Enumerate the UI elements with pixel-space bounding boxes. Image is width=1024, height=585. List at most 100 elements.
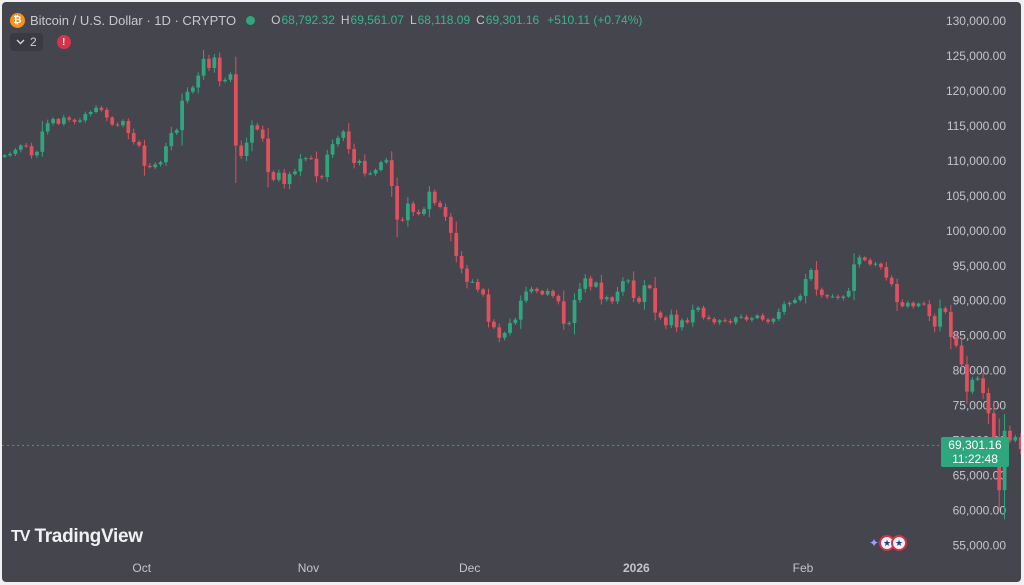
candle xyxy=(594,281,598,288)
candle-body xyxy=(271,172,276,180)
candle-body xyxy=(491,321,496,328)
candle-body xyxy=(986,393,991,414)
candle xyxy=(884,262,889,281)
tradingview-logo[interactable]: TV TradingView xyxy=(11,526,143,548)
candle xyxy=(680,318,684,331)
candle-body xyxy=(965,364,969,392)
candle-body xyxy=(604,297,609,300)
star-event-icon[interactable]: ✦ xyxy=(869,536,880,550)
indicators-toggle-button[interactable]: 2 xyxy=(10,33,43,51)
candle xyxy=(540,289,545,296)
candle-body xyxy=(922,303,926,305)
candle xyxy=(233,56,238,183)
candle-body xyxy=(610,297,615,302)
market-status-icon[interactable] xyxy=(246,15,256,25)
candle xyxy=(389,151,394,197)
candle xyxy=(319,174,324,180)
candle xyxy=(868,257,873,266)
candle-body xyxy=(755,315,760,319)
candle-body xyxy=(696,307,701,310)
candle xyxy=(121,119,125,128)
candle xyxy=(696,306,701,313)
candle xyxy=(255,122,260,131)
candle xyxy=(513,317,518,326)
candle xyxy=(427,186,432,218)
candle xyxy=(454,221,459,263)
last-price-badge: 69,301.16 11:22:48 xyxy=(941,437,1009,467)
candle xyxy=(604,295,609,302)
candle-body xyxy=(669,314,674,326)
candle xyxy=(346,122,351,154)
candle-body xyxy=(905,302,910,307)
events-markers[interactable]: ✦ ★ ★ xyxy=(869,535,908,551)
candle-body xyxy=(744,316,749,320)
candle xyxy=(551,289,555,298)
y-tick-label: 100,000.00 xyxy=(946,224,1006,238)
candle xyxy=(707,315,711,321)
candle xyxy=(395,177,399,238)
close-value: 69,301.16 xyxy=(485,13,540,27)
candle xyxy=(61,114,66,126)
bar-countdown: 11:22:48 xyxy=(952,452,998,466)
candle-body xyxy=(56,118,61,124)
candle-body xyxy=(298,158,303,172)
candle-body xyxy=(260,129,265,139)
symbol-header: ₿ Bitcoin / U.S. Dollar · 1D · CRYPTO O … xyxy=(10,10,642,30)
low-label: L xyxy=(409,13,417,27)
candle-body xyxy=(78,120,82,122)
candle-body xyxy=(357,160,362,164)
candle xyxy=(56,117,61,125)
candle xyxy=(502,331,507,341)
candle-body xyxy=(309,158,313,160)
candle-body xyxy=(841,296,846,298)
us-flag-event-icon[interactable]: ★ xyxy=(891,535,908,551)
candle xyxy=(809,268,813,281)
candle xyxy=(518,295,523,329)
price-axis: 55,000.0060,000.0065,000.0070,000.0075,0… xyxy=(946,14,1006,552)
candle xyxy=(384,157,389,164)
candle-body xyxy=(583,278,588,289)
candle-body xyxy=(244,142,249,157)
candle xyxy=(723,317,727,323)
candle xyxy=(271,170,276,182)
candle-body xyxy=(653,288,658,313)
candle-body xyxy=(293,171,297,175)
candle-body xyxy=(626,280,631,282)
candle-body xyxy=(180,100,184,131)
candle-body xyxy=(545,290,550,295)
candle xyxy=(927,300,932,322)
candle xyxy=(266,127,270,188)
candle-body xyxy=(825,295,830,297)
candle-body xyxy=(61,117,66,124)
candle xyxy=(572,293,577,335)
candle-body xyxy=(233,74,238,146)
candle xyxy=(669,309,674,329)
candle-body xyxy=(981,378,985,394)
candle-body xyxy=(932,316,937,327)
candle-body xyxy=(126,121,131,133)
candle-body xyxy=(427,191,432,210)
candle-body xyxy=(529,288,534,292)
candle-body xyxy=(637,297,641,303)
candle xyxy=(986,388,991,424)
candle-body xyxy=(664,317,668,326)
candle-body xyxy=(750,318,754,320)
alert-icon[interactable]: ! xyxy=(56,35,71,49)
candle xyxy=(352,143,356,169)
candle xyxy=(879,262,883,270)
candle xyxy=(750,316,754,322)
candle xyxy=(379,160,383,172)
candle-body xyxy=(196,75,201,88)
indicators-count: 2 xyxy=(30,35,37,49)
candle-body xyxy=(959,345,964,365)
symbol-title[interactable]: Bitcoin / U.S. Dollar · 1D · CRYPTO xyxy=(30,12,237,28)
y-tick-label: 80,000.00 xyxy=(953,364,1007,378)
candle xyxy=(862,256,867,262)
candle-body xyxy=(852,264,856,291)
candle xyxy=(405,197,410,227)
candle xyxy=(545,288,550,297)
candle xyxy=(938,299,942,332)
candle xyxy=(588,275,593,291)
